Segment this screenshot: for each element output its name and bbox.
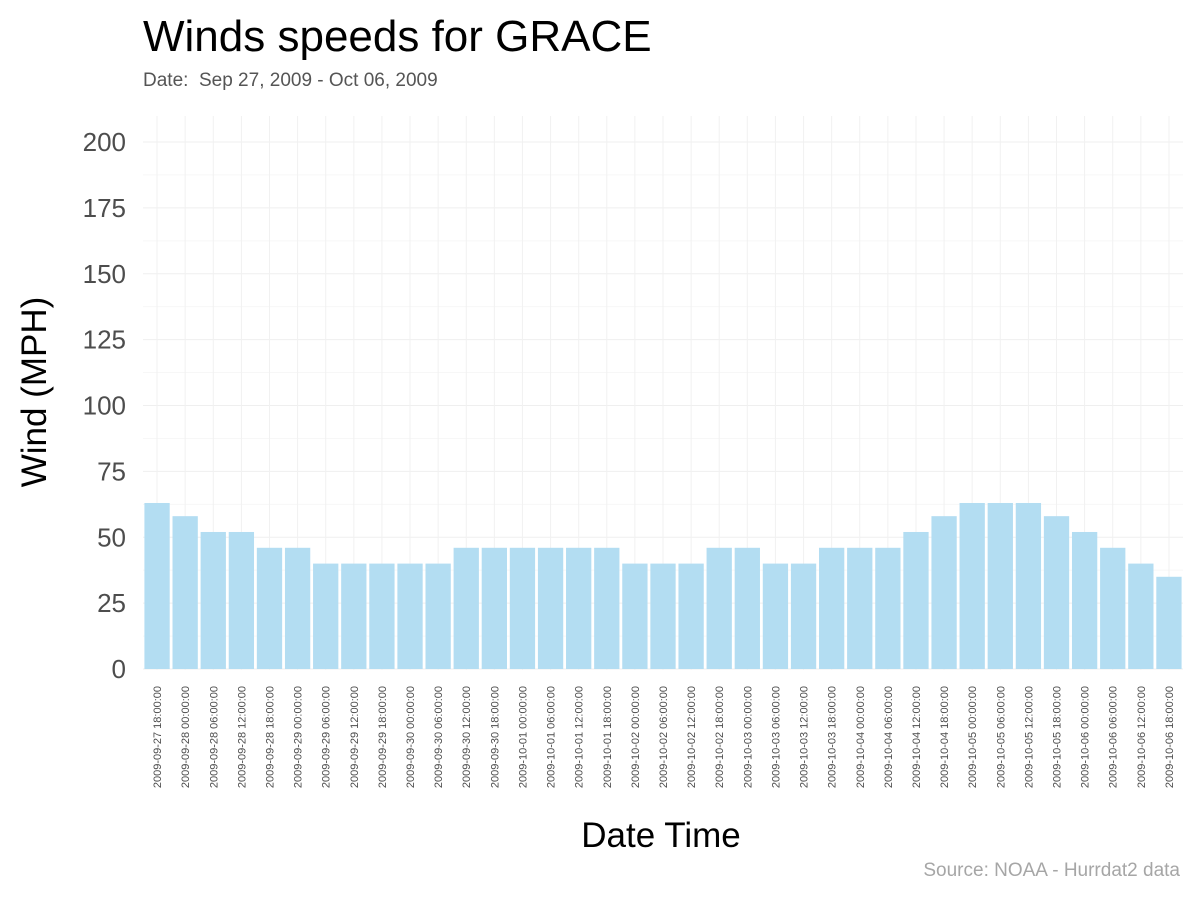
x-tick-label: 2009-09-29 18:00:00 bbox=[377, 686, 389, 788]
x-tick-label: 2009-10-06 18:00:00 bbox=[1164, 686, 1176, 788]
x-tick-label: 2009-10-04 06:00:00 bbox=[883, 686, 895, 788]
bar bbox=[566, 547, 592, 669]
x-tick-label: 2009-10-01 06:00:00 bbox=[546, 686, 558, 788]
x-tick-label: 2009-09-30 00:00:00 bbox=[405, 686, 417, 788]
y-axis-title: Wind (MPH) bbox=[15, 297, 54, 488]
y-tick-label: 150 bbox=[83, 259, 126, 289]
y-tick-label: 200 bbox=[83, 127, 126, 157]
x-tick-label: 2009-10-06 12:00:00 bbox=[1136, 686, 1148, 788]
bar bbox=[987, 502, 1013, 669]
x-tick-label: 2009-09-27 18:00:00 bbox=[152, 686, 164, 788]
x-tick-label: 2009-10-01 00:00:00 bbox=[517, 686, 529, 788]
y-tick-label: 175 bbox=[83, 193, 126, 223]
bar bbox=[678, 563, 704, 669]
x-tick-label: 2009-10-03 06:00:00 bbox=[770, 686, 782, 788]
bar bbox=[594, 547, 620, 669]
bar bbox=[706, 547, 732, 669]
x-axis-title: Date Time bbox=[581, 816, 741, 855]
bar bbox=[509, 547, 536, 669]
x-tick-label: 2009-09-28 12:00:00 bbox=[236, 686, 248, 788]
y-axis-ticks: 0 25 50 75 100 125 150 175 200 bbox=[83, 127, 126, 684]
bar bbox=[1015, 502, 1042, 669]
bar bbox=[790, 563, 817, 669]
x-tick-label: 2009-10-06 06:00:00 bbox=[1108, 686, 1120, 788]
bar bbox=[144, 502, 170, 669]
x-tick-label: 2009-10-05 06:00:00 bbox=[995, 686, 1007, 788]
x-tick-label: 2009-10-04 12:00:00 bbox=[911, 686, 923, 788]
chart-caption: Source: NOAA - Hurrdat2 data bbox=[923, 860, 1180, 881]
x-tick-label: 2009-09-29 06:00:00 bbox=[321, 686, 333, 788]
y-tick-label: 25 bbox=[97, 588, 126, 618]
x-tick-label: 2009-10-02 18:00:00 bbox=[714, 686, 726, 788]
x-axis-ticks: 2009-09-27 18:00:00 2009-09-28 00:00:00 20… bbox=[152, 686, 1176, 788]
bar bbox=[931, 516, 957, 669]
bar bbox=[425, 563, 451, 669]
bar bbox=[1156, 576, 1182, 669]
y-tick-label: 100 bbox=[83, 391, 126, 421]
x-tick-label: 2009-09-28 06:00:00 bbox=[208, 686, 220, 788]
x-tick-label: 2009-10-05 00:00:00 bbox=[967, 686, 979, 788]
bar bbox=[284, 547, 311, 669]
bar bbox=[959, 502, 985, 669]
bar bbox=[228, 531, 255, 669]
bar bbox=[172, 516, 198, 669]
bar bbox=[734, 547, 760, 669]
bars bbox=[144, 502, 1182, 669]
chart-subtitle: Date: Sep 27, 2009 - Oct 06, 2009 bbox=[143, 70, 438, 91]
bar bbox=[875, 547, 901, 669]
x-tick-label: 2009-10-05 12:00:00 bbox=[1023, 686, 1035, 788]
x-tick-label: 2009-10-02 12:00:00 bbox=[686, 686, 698, 788]
bar bbox=[1071, 531, 1098, 669]
y-tick-label: 125 bbox=[83, 325, 126, 355]
bar bbox=[650, 563, 676, 669]
y-tick-label: 50 bbox=[97, 522, 126, 552]
x-tick-label: 2009-09-28 18:00:00 bbox=[264, 686, 276, 788]
bar bbox=[819, 547, 845, 669]
x-tick-label: 2009-10-01 18:00:00 bbox=[602, 686, 614, 788]
x-tick-label: 2009-10-02 00:00:00 bbox=[630, 686, 642, 788]
bar bbox=[200, 531, 226, 669]
bar bbox=[622, 563, 648, 669]
bar bbox=[762, 563, 789, 669]
x-tick-label: 2009-10-05 18:00:00 bbox=[1052, 686, 1064, 788]
bar bbox=[1128, 563, 1154, 669]
x-tick-label: 2009-10-03 18:00:00 bbox=[827, 686, 839, 788]
x-tick-label: 2009-10-01 12:00:00 bbox=[574, 686, 586, 788]
bar bbox=[481, 547, 507, 669]
y-tick-label: 0 bbox=[112, 654, 126, 684]
x-tick-label: 2009-09-30 18:00:00 bbox=[489, 686, 501, 788]
bar bbox=[341, 563, 367, 669]
y-tick-label: 75 bbox=[97, 456, 126, 486]
bar bbox=[847, 547, 873, 669]
x-tick-label: 2009-10-04 00:00:00 bbox=[855, 686, 867, 788]
bar bbox=[397, 563, 423, 669]
bar bbox=[1043, 516, 1070, 669]
x-tick-label: 2009-09-30 06:00:00 bbox=[433, 686, 445, 788]
x-tick-label: 2009-09-29 00:00:00 bbox=[293, 686, 305, 788]
chart-title: Winds speeds for GRACE bbox=[143, 12, 652, 61]
bar bbox=[1100, 547, 1126, 669]
bar bbox=[256, 547, 283, 669]
x-tick-label: 2009-10-03 12:00:00 bbox=[799, 686, 811, 788]
x-tick-label: 2009-10-06 00:00:00 bbox=[1080, 686, 1092, 788]
x-tick-label: 2009-09-29 12:00:00 bbox=[349, 686, 361, 788]
x-tick-label: 2009-10-03 00:00:00 bbox=[742, 686, 754, 788]
bar bbox=[453, 547, 479, 669]
x-tick-label: 2009-09-30 12:00:00 bbox=[461, 686, 473, 788]
bar bbox=[903, 531, 929, 669]
x-tick-label: 2009-09-28 00:00:00 bbox=[180, 686, 192, 788]
bar bbox=[313, 563, 339, 669]
x-tick-label: 2009-10-04 18:00:00 bbox=[939, 686, 951, 788]
x-tick-label: 2009-10-02 06:00:00 bbox=[658, 686, 670, 788]
bar bbox=[369, 563, 395, 669]
bar bbox=[537, 547, 564, 669]
